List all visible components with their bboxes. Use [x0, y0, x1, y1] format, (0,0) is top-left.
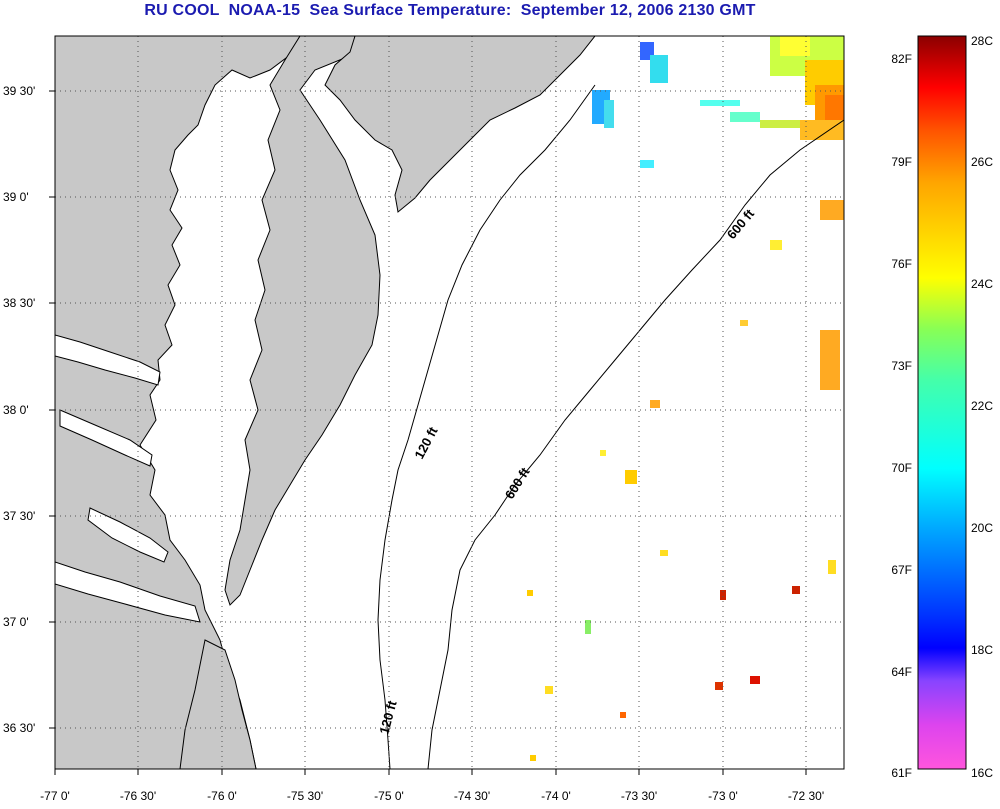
contour-120ft: [377, 84, 596, 769]
land-delmarva: [224, 36, 381, 606]
x-tick-label: -74 0': [541, 789, 571, 803]
y-tick-label: 37 30': [3, 509, 35, 523]
map-title: RU COOL NOAA-15 Sea Surface Temperature:…: [144, 2, 756, 19]
sst-pixels: [527, 36, 844, 761]
y-tick-label: 37 0': [3, 615, 29, 629]
y-tick-label: 39 0': [3, 190, 29, 204]
colorbar-c-label: 24C: [971, 277, 993, 291]
colorbar-f-label: 79F: [891, 155, 912, 169]
y-tick-label: 38 0': [3, 403, 29, 417]
colorbar-f-label: 82F: [891, 52, 912, 66]
river-potomac: [55, 334, 161, 386]
colorbar-f-label: 61F: [891, 766, 912, 780]
colorbar-f-label: 73F: [891, 359, 912, 373]
colorbar-f-label: 70F: [891, 461, 912, 475]
y-tick-label: 39 30': [3, 84, 35, 98]
colorbar-celsius-labels: 28C 26C 24C 22C 20C 18C 16C: [971, 34, 993, 780]
x-tick-label: -73 0': [708, 789, 738, 803]
grid: [55, 36, 844, 769]
x-tick-label: -76 0': [207, 789, 237, 803]
river-york: [87, 507, 169, 563]
colorbar: [917, 35, 967, 770]
river-rappahannock: [59, 409, 153, 467]
x-tick-label: -77 0': [40, 789, 70, 803]
x-tick-label: -72 30': [788, 789, 824, 803]
y-axis-labels: 39 30' 39 0' 38 30' 38 0' 37 30' 37 0' 3…: [3, 84, 35, 735]
x-tick-label: -74 30': [454, 789, 490, 803]
x-tick-label: -75 30': [287, 789, 323, 803]
colorbar-f-label: 76F: [891, 257, 912, 271]
colorbar-c-label: 20C: [971, 521, 993, 535]
land-new-jersey: [324, 36, 596, 213]
y-tick-label: 36 30': [3, 721, 35, 735]
colorbar-c-label: 26C: [971, 155, 993, 169]
x-tick-label: -75 0': [374, 789, 404, 803]
colorbar-fahrenheit-labels: 82F 79F 76F 73F 70F 67F 64F 61F: [891, 52, 912, 780]
colorbar-f-label: 67F: [891, 563, 912, 577]
x-tick-label: -76 30': [120, 789, 156, 803]
land-virginia-beach: [179, 639, 257, 769]
colorbar-c-label: 28C: [971, 34, 993, 48]
x-axis-labels: -77 0' -76 30' -76 0' -75 30' -75 0' -74…: [40, 789, 824, 803]
colorbar-f-label: 64F: [891, 665, 912, 679]
x-tick-label: -73 30': [621, 789, 657, 803]
map-border: [54, 35, 845, 770]
tick-marks: [49, 90, 807, 775]
colorbar-c-label: 16C: [971, 766, 993, 780]
colorbar-c-label: 22C: [971, 399, 993, 413]
contour-600ft: [427, 119, 844, 769]
y-tick-label: 38 30': [3, 296, 35, 310]
colorbar-c-label: 18C: [971, 643, 993, 657]
